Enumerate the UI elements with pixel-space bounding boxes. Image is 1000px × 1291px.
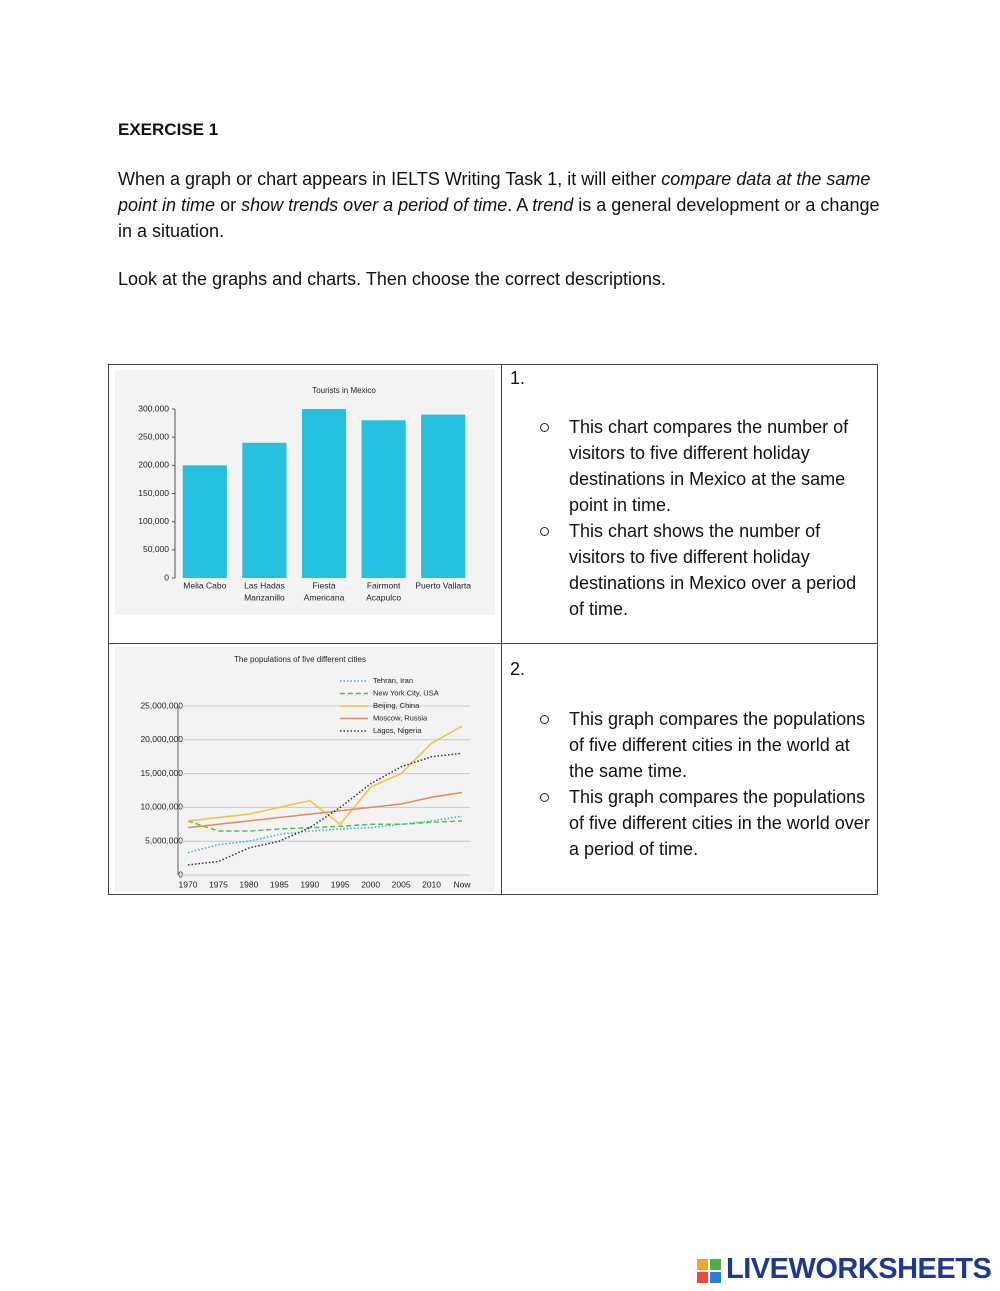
y-tick-label: 200,000 (138, 460, 169, 470)
intro-paragraph: When a graph or chart appears in IELTS W… (118, 166, 883, 244)
question-number: 2. (510, 659, 526, 679)
question-table: 1. This chart compares the number of vis… (108, 364, 878, 895)
series-line (187, 791, 463, 829)
y-tick-label: 25,000,000 (140, 700, 183, 710)
y-tick-label: 100,000 (138, 516, 169, 526)
line-chart: The populations of five different cities… (115, 647, 495, 892)
question-number: 1. (510, 368, 526, 388)
x-tick-label: Now (453, 879, 471, 889)
intro-emphasis: trend (532, 195, 574, 215)
y-tick-label: 20,000,000 (140, 734, 183, 744)
option[interactable]: This chart compares the number of visito… (540, 414, 874, 518)
bar (242, 442, 287, 578)
x-tick-label: 2005 (392, 879, 411, 889)
bar-chart: Tourists in Mexico 0 50,000 100,000 150,000 2… (115, 370, 495, 615)
options: This graph compares the populations of f… (540, 706, 874, 862)
bar (301, 409, 347, 578)
x-tick-label: Manzanillo (244, 592, 285, 602)
exercise-title: EXERCISE 1 (118, 120, 219, 139)
intro-text: is a general development or a change in … (118, 195, 880, 241)
logo-icon (697, 1258, 721, 1283)
option[interactable]: This graph compares the populations of f… (540, 784, 874, 862)
x-tick-label: Las Hadas (244, 580, 285, 590)
instruction: Look at the graphs and charts. Then choo… (118, 269, 666, 289)
y-tick-label: 0 (178, 869, 183, 879)
x-tick-label: 2000 (361, 879, 380, 889)
bar (361, 420, 406, 578)
y-tick-label: 5,000,000 (145, 835, 183, 845)
y-tick-label: 250,000 (138, 431, 169, 441)
x-tick-label: 2010 (422, 879, 441, 889)
legend-label: Tehran, Iran (373, 676, 413, 685)
x-tick-label: 1980 (239, 879, 258, 889)
series-line (187, 820, 463, 832)
x-tick-label: Fairmont (367, 580, 401, 590)
y-tick-label: 15,000,000 (140, 768, 183, 778)
y-tick-label: 150,000 (138, 488, 169, 498)
intro-text: When a graph or chart appears in IELTS W… (118, 169, 662, 189)
chart-title: The populations of five different cities (234, 655, 366, 664)
intro-text: or (215, 195, 242, 215)
intro-text: . A (507, 195, 533, 215)
option[interactable]: This graph compares the populations of f… (540, 706, 874, 784)
x-tick-label: Americana (304, 592, 345, 602)
x-tick-label: 1995 (331, 879, 350, 889)
bar (421, 414, 466, 578)
y-tick-label: 300,000 (138, 403, 169, 413)
intro-emphasis: show trends over a period of time (241, 195, 508, 215)
brand: LIVEWORKSHEETS (726, 1253, 992, 1285)
x-tick-label: 1990 (300, 879, 319, 889)
x-tick-label: 1970 (179, 879, 198, 889)
x-tick-label: Fiesta (312, 580, 335, 590)
legend-label: New York City, USA (373, 688, 439, 697)
y-tick-label: 0 (164, 572, 169, 582)
legend-label: Moscow, Russia (373, 713, 428, 722)
x-tick-label: 1975 (209, 879, 228, 889)
bar (182, 465, 227, 578)
x-tick-label: Puerto Vallarta (415, 580, 471, 590)
option[interactable]: This chart shows the number of visitors … (540, 518, 874, 622)
intro-emphasis: compare data at the same point in time (118, 169, 871, 215)
options: This chart compares the number of visito… (540, 414, 874, 622)
legend-label: Beijing, China (373, 701, 420, 710)
y-tick-label: 10,000,000 (140, 802, 183, 812)
x-tick-label: Melia Cabo (183, 580, 226, 590)
legend-label: Lagos, Nigeria (373, 726, 422, 735)
column-divider (501, 365, 502, 894)
series-line (187, 815, 463, 854)
y-tick-label: 50,000 (143, 544, 169, 554)
x-tick-label: 1985 (270, 879, 289, 889)
logo: LIVEWORKSHEETS (697, 1253, 992, 1286)
row-divider (109, 643, 877, 644)
chart-title: Tourists in Mexico (312, 386, 376, 395)
x-tick-label: Acapulco (366, 592, 401, 602)
